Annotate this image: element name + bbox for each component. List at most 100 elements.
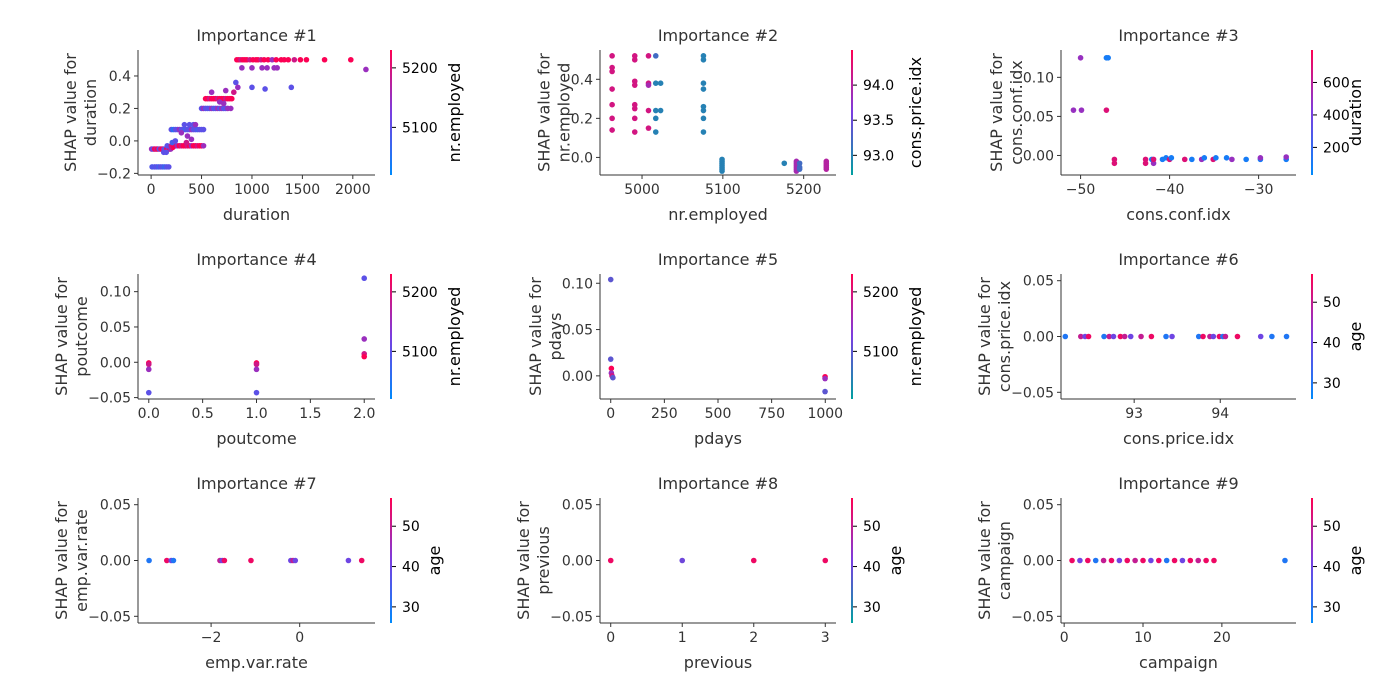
colorbar-tick-label: 94.0 (863, 78, 894, 94)
data-point (1243, 156, 1249, 163)
y-tick-label: 0.05 (562, 498, 593, 514)
x-axis-label: cons.price.idx (1123, 429, 1234, 448)
y-tick-label: 0.05 (1023, 498, 1054, 514)
data-point (609, 64, 615, 71)
data-point (361, 275, 368, 282)
data-point (281, 56, 288, 63)
data-point (145, 361, 152, 368)
data-point (700, 86, 707, 92)
scatter-points (146, 557, 365, 564)
data-point (1211, 557, 1217, 564)
colorbar-strip (390, 274, 392, 399)
data-point (1150, 160, 1157, 167)
x-tick-label: 500 (188, 182, 215, 198)
data-point (1229, 156, 1235, 163)
data-point (1138, 333, 1144, 340)
colorbar-tick-label: 400 (1323, 108, 1350, 124)
data-point (163, 149, 170, 156)
data-point (1223, 155, 1230, 161)
data-point (631, 101, 638, 108)
y-tick-label: 0.00 (100, 355, 131, 371)
colorbar-label: nr.employed (906, 287, 925, 387)
data-point (1142, 156, 1149, 163)
x-tick-label: 0.5 (192, 406, 214, 422)
data-point (652, 53, 659, 59)
scatter-points (1070, 55, 1290, 167)
x-tick-label: 5000 (624, 182, 660, 198)
panel-2: Importance #2 5000 5100 5200 0.0 0.2 0.4 nr.emp… (535, 26, 925, 224)
data-point (227, 105, 234, 112)
data-point (1100, 557, 1107, 564)
data-point (145, 389, 152, 396)
colorbar-label: age (425, 546, 444, 576)
data-point (631, 78, 638, 85)
data-point (631, 82, 638, 88)
scatter-points (1062, 333, 1290, 340)
data-point (192, 121, 199, 128)
data-point (274, 65, 280, 71)
data-point (1078, 107, 1085, 113)
x-tick-label: −30 (1244, 182, 1274, 198)
colorbar-tick-label: 600 (1323, 75, 1350, 91)
y-tick-label: 0.00 (562, 369, 593, 385)
data-point (1077, 55, 1084, 61)
x-tick-label: −50 (1066, 182, 1096, 198)
y-tick-label: −0.05 (1011, 385, 1054, 401)
data-point (645, 125, 652, 131)
data-point (321, 56, 328, 63)
data-point (609, 68, 615, 75)
scatter-points (607, 276, 828, 395)
colorbar-tick-label: 200 (1323, 140, 1350, 156)
y-tick-label: 0.00 (1023, 554, 1054, 570)
data-point (822, 557, 829, 564)
x-axis-label: duration (223, 205, 290, 224)
data-point (1187, 557, 1194, 564)
data-point (608, 365, 615, 372)
panel-title: Importance #3 (1118, 26, 1238, 45)
colorbar: 30 40 50 age (390, 498, 444, 623)
data-point (700, 103, 707, 110)
data-point (700, 129, 707, 135)
data-point (631, 129, 638, 135)
data-point (607, 276, 614, 283)
colorbar-tick-label: 30 (1323, 600, 1341, 616)
data-point (645, 82, 652, 88)
data-point (1124, 557, 1131, 564)
data-point (1195, 333, 1202, 340)
data-point (1110, 333, 1117, 340)
data-point (1169, 333, 1175, 340)
data-point (781, 160, 788, 167)
y-tick-label: 0.05 (562, 323, 593, 339)
x-axis-label: emp.var.rate (205, 653, 308, 672)
data-point (145, 366, 152, 373)
data-point (1179, 557, 1186, 564)
y-tick-label: 0.0 (109, 134, 131, 150)
data-point (652, 129, 659, 135)
x-tick-label: 94 (1211, 406, 1229, 422)
data-point (292, 557, 299, 564)
data-point (303, 56, 310, 63)
colorbar-tick-label: 5100 (402, 120, 438, 136)
data-point (1222, 333, 1229, 340)
data-point (1148, 333, 1155, 340)
colorbar-strip (1311, 274, 1313, 399)
colorbar-tick-label: 40 (1323, 560, 1341, 576)
x-tick-label: 1000 (807, 406, 843, 422)
colorbar-label: age (1346, 322, 1365, 352)
data-point (1168, 155, 1175, 161)
x-axis-label: cons.conf.idx (1126, 205, 1231, 224)
colorbar-tick-label: 50 (1323, 295, 1341, 311)
data-point (146, 557, 152, 564)
data-point (186, 121, 193, 128)
data-point (261, 56, 267, 63)
data-point (1111, 156, 1118, 163)
y-tick-label: 0.05 (100, 498, 131, 514)
data-point (1200, 333, 1206, 340)
y-axis-label: SHAP value forcampaign (975, 501, 1014, 620)
colorbar-tick-label: 30 (1323, 376, 1341, 392)
x-tick-label: 20 (1213, 630, 1231, 646)
data-point (1101, 333, 1107, 340)
colorbar-strip (851, 274, 853, 399)
y-tick-label: −0.05 (88, 609, 131, 625)
